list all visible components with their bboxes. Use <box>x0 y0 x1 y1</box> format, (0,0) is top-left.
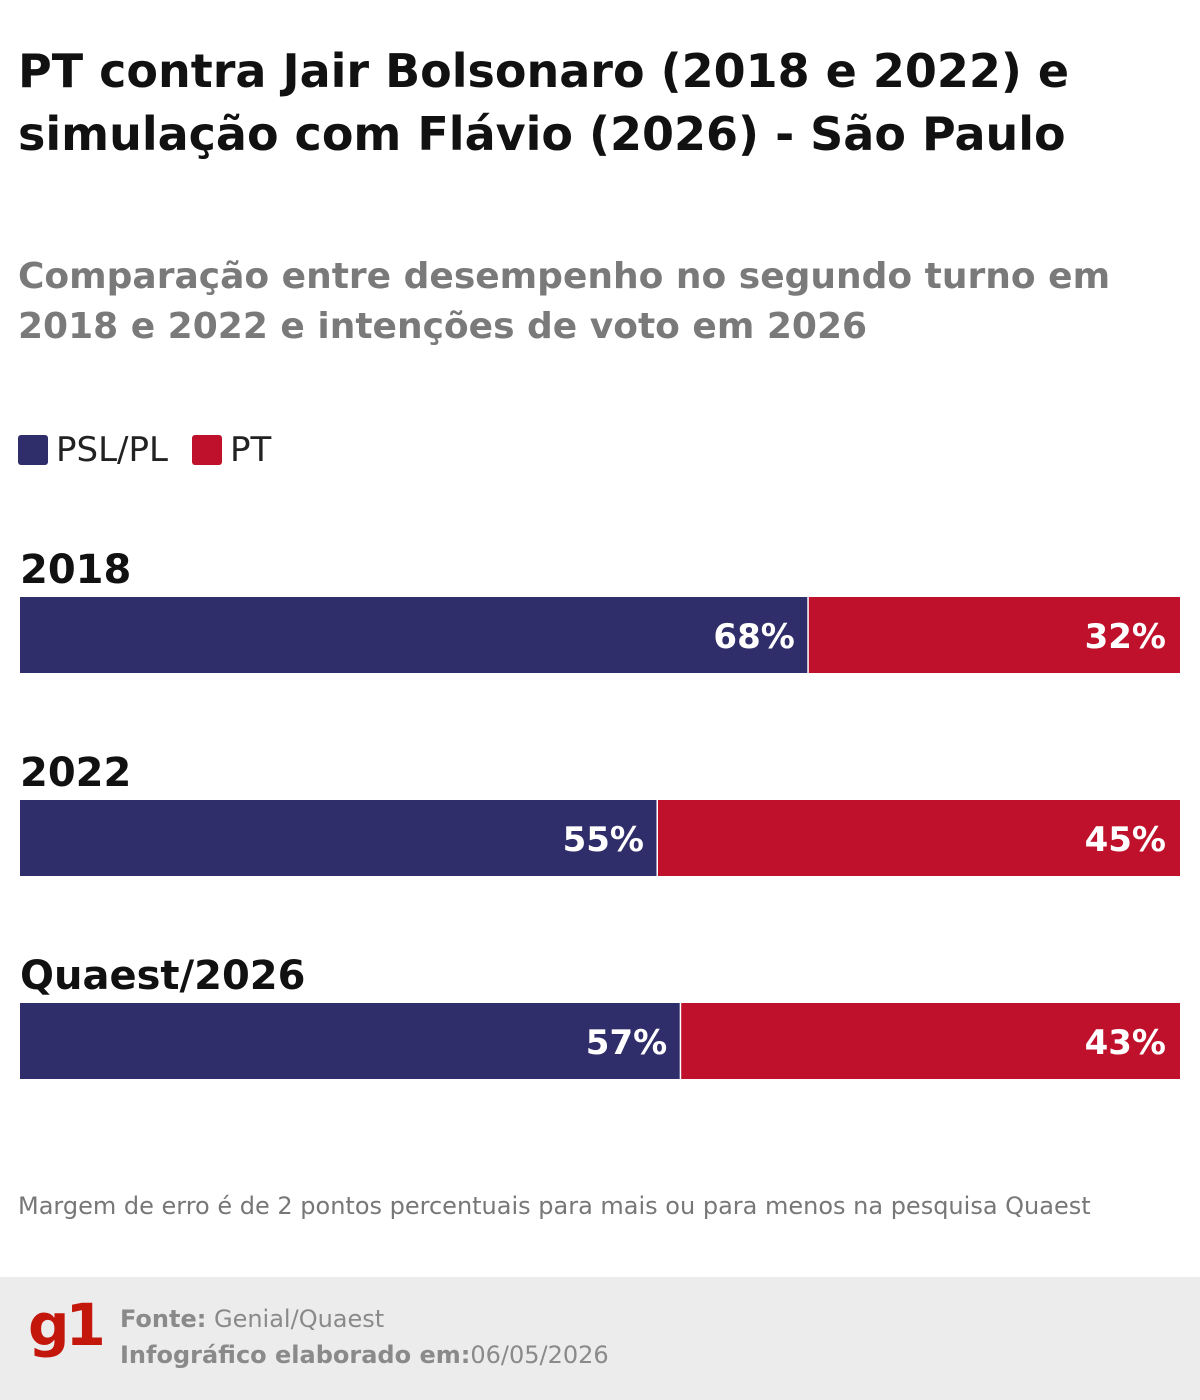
legend-swatch-pt <box>191 435 222 465</box>
bar-segment-pt <box>681 1003 1180 1079</box>
bar-segment-psl-pl <box>20 597 809 673</box>
data-label: 32% <box>1085 617 1166 657</box>
data-label: 45% <box>1085 820 1166 860</box>
g1-logo: g1 <box>28 1291 106 1359</box>
legend-label-pt: PT <box>229 430 272 470</box>
data-label: 68% <box>713 617 794 657</box>
legend-item-pt: PT <box>191 430 272 470</box>
bar-segment-psl-pl <box>20 800 658 876</box>
bar-segment-pt <box>658 800 1180 876</box>
footer: g1 Fonte: Genial/Quaest Infográfico elab… <box>0 1277 1200 1400</box>
category-label: 2022 <box>20 750 131 796</box>
category-label: Quaest/2026 <box>20 953 305 999</box>
data-label: 57% <box>586 1023 667 1063</box>
legend-item-psl-pl: PSL/PL <box>18 430 168 470</box>
chart-subtitle: Comparação entre desempenho no segundo t… <box>18 256 1111 347</box>
source-label: Fonte: <box>120 1305 207 1333</box>
source-value: Genial/Quaest <box>213 1305 385 1333</box>
data-label: 43% <box>1085 1023 1166 1063</box>
category-label: 2018 <box>20 547 131 593</box>
data-label: 55% <box>563 820 644 860</box>
footnote: Margem de erro é de 2 pontos percentuais… <box>18 1192 1091 1220</box>
chart-title: PT contra Jair Bolsonaro (2018 e 2022) e… <box>18 44 1070 161</box>
date-line: Infográfico elaborado em:06/05/2026 <box>120 1341 609 1369</box>
legend-swatch-psl-pl <box>18 435 48 465</box>
legend: PSL/PL PT <box>18 425 295 475</box>
stacked-bar-chart: 2018 68% 32% 2022 55% 45% Quaest/2026 57% 43% <box>20 547 1180 1079</box>
date-label: Infográfico elaborado em: <box>120 1341 471 1369</box>
source-line: Fonte: Genial/Quaest <box>120 1305 384 1333</box>
bar-segment-psl-pl <box>20 1003 682 1079</box>
bar-segment-pt <box>808 597 1180 673</box>
date-value: 06/05/2026 <box>470 1341 609 1369</box>
legend-label-psl-pl: PSL/PL <box>56 430 168 470</box>
